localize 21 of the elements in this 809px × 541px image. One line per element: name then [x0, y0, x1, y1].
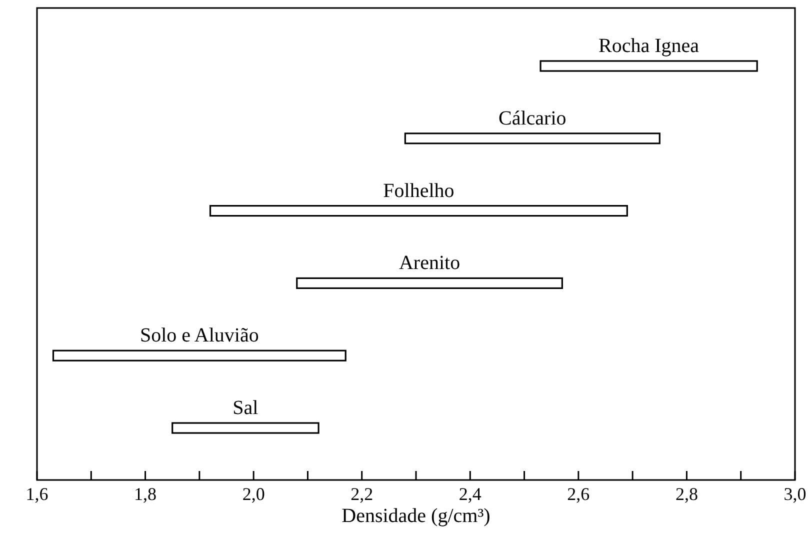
x-tick-label: 2,0 [242, 484, 265, 504]
bar [540, 60, 758, 72]
x-tick-label: 3,0 [784, 484, 806, 504]
x-tick-label: 1,6 [26, 484, 48, 504]
y-tick-label: Cálcario [498, 107, 566, 130]
x-tick-label: 2,2 [350, 484, 374, 504]
bar [404, 132, 660, 144]
x-axis-title: Densidade (g/cm³) [342, 505, 490, 527]
x-tick-label: 2,8 [675, 484, 698, 504]
y-tick-label: Sal [232, 397, 259, 419]
bar [52, 350, 346, 362]
y-tick-label: Folhelho [383, 180, 454, 202]
bar [209, 205, 628, 217]
y-tick-label: Solo e Aluvião [140, 324, 259, 347]
x-tick-label: 2,6 [567, 484, 590, 504]
bar [296, 277, 563, 289]
y-tick-label: Arenito [398, 252, 460, 274]
x-tick-label: 2,4 [458, 484, 482, 504]
y-tick-label: Rocha Ignea [598, 35, 700, 57]
x-tick-label: 1,8 [134, 484, 157, 504]
bar [172, 422, 320, 434]
